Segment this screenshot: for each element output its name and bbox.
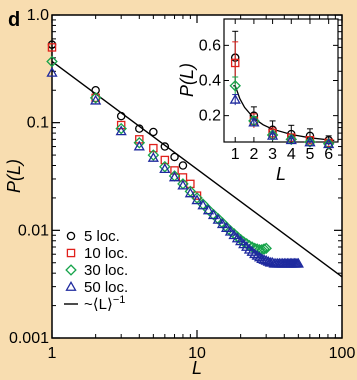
main-data-point bbox=[147, 151, 159, 162]
inset-x-axis-label: L bbox=[276, 164, 286, 184]
main-data-point bbox=[253, 251, 266, 262]
main-data-point bbox=[249, 248, 261, 259]
main-data-point bbox=[90, 94, 102, 105]
main-data-point bbox=[170, 152, 179, 162]
inset-data-point bbox=[304, 136, 316, 148]
main-data-point bbox=[46, 66, 58, 77]
inset-fit-curve bbox=[233, 85, 335, 142]
main-data-point bbox=[159, 160, 171, 173]
inset-chart: 1 2 3 4 5 6 0.2 0.4 0.6 L P(L) bbox=[177, 18, 339, 184]
inset-points bbox=[229, 30, 335, 150]
main-data-point bbox=[133, 140, 145, 151]
main-data-point bbox=[184, 187, 196, 198]
inset-x-tick-label: 3 bbox=[268, 146, 277, 163]
main-data-point bbox=[147, 149, 160, 161]
main-data-point bbox=[224, 225, 237, 236]
main-data-point bbox=[149, 127, 158, 137]
main-data-point bbox=[116, 120, 126, 130]
inset-data-point bbox=[230, 58, 240, 68]
inset-y-tick-label: 0.4 bbox=[199, 73, 221, 90]
main-data-point bbox=[216, 218, 229, 229]
main-y-axis-label: P(L) bbox=[4, 159, 24, 193]
main-data-point bbox=[258, 243, 270, 255]
main-data-point bbox=[89, 92, 102, 104]
panel-label: d bbox=[8, 9, 20, 31]
legend-label: 30 loc. bbox=[84, 262, 128, 279]
inset-plot-area bbox=[223, 18, 339, 143]
main-data-point bbox=[159, 163, 171, 174]
main-y-tick-label: 1.0 bbox=[27, 7, 49, 24]
legend-marker bbox=[66, 248, 76, 258]
inset-data-point bbox=[248, 116, 260, 127]
legend-marker bbox=[65, 281, 77, 291]
main-data-point bbox=[256, 253, 268, 264]
main-data-point bbox=[202, 204, 215, 215]
inset-data-point bbox=[304, 136, 316, 147]
inset-data-point bbox=[285, 133, 298, 146]
main-data-point bbox=[177, 179, 189, 190]
main-y-tick-label: 0.001 bbox=[9, 330, 49, 347]
main-data-point bbox=[220, 222, 233, 232]
inset-x-tick-label: 6 bbox=[324, 146, 333, 163]
main-y-tick-label: 0.1 bbox=[27, 115, 49, 132]
legend-marker bbox=[65, 264, 77, 276]
main-x-tick-label: 10 bbox=[188, 345, 206, 362]
main-data-point bbox=[251, 249, 263, 260]
main-data-point bbox=[46, 55, 58, 68]
main-data-point bbox=[116, 111, 126, 121]
legend-label: 10 loc. bbox=[84, 245, 128, 262]
inset-x-tick-label: 1 bbox=[231, 146, 240, 163]
legend-label: 5 loc. bbox=[84, 228, 120, 245]
inset-data-point bbox=[322, 137, 335, 150]
inset-data-point bbox=[285, 134, 297, 145]
main-data-point bbox=[212, 213, 224, 224]
inset-y-axis-label: P(L) bbox=[177, 63, 197, 97]
inset-data-point bbox=[266, 129, 279, 141]
legend-label: 50 loc. bbox=[84, 279, 128, 296]
inset-y-tick-label: 0.6 bbox=[199, 37, 221, 54]
main-data-point bbox=[115, 122, 127, 135]
main-data-point bbox=[91, 93, 100, 103]
legend-marker bbox=[66, 231, 76, 241]
main-data-point bbox=[160, 142, 170, 151]
main-x-tick-label: 1 bbox=[48, 345, 57, 362]
inset-x-tick-label: 4 bbox=[287, 146, 296, 163]
main-x-tick-label: 100 bbox=[329, 345, 356, 362]
main-data-point bbox=[168, 171, 181, 182]
main-data-point bbox=[197, 199, 209, 210]
main-data-point bbox=[135, 124, 144, 133]
main-data-point bbox=[207, 209, 220, 220]
legend-label-exponent: −1 bbox=[113, 294, 126, 306]
main-data-point bbox=[260, 242, 272, 255]
inset-fit-line bbox=[233, 85, 335, 142]
main-points bbox=[46, 40, 304, 268]
inset-y-tick-label: 0.2 bbox=[199, 108, 221, 125]
inset-data-point bbox=[266, 129, 279, 140]
main-x-axis-label: L bbox=[192, 358, 202, 378]
main-y-tick-label: 0.01 bbox=[18, 222, 49, 239]
main-data-point bbox=[115, 125, 127, 136]
main-data-point bbox=[133, 137, 146, 149]
main-ticks: 1 10 100 0.001 0.01 0.1 1.0 bbox=[9, 7, 355, 362]
inset-x-tick-label: 5 bbox=[306, 146, 315, 163]
main-data-point bbox=[47, 43, 57, 52]
main-data-point bbox=[149, 143, 158, 153]
main-data-point bbox=[178, 161, 188, 170]
inset-data-point bbox=[323, 138, 335, 149]
main-data-point bbox=[191, 194, 203, 205]
inset-x-tick-label: 2 bbox=[249, 146, 258, 163]
main-data-point bbox=[292, 257, 304, 268]
inset-data-point bbox=[229, 93, 241, 104]
inset-data-point bbox=[229, 79, 241, 92]
legend: 5 loc.10 loc.30 loc.50 loc.~⟨L⟩−1 bbox=[64, 228, 128, 313]
main-data-point bbox=[192, 191, 202, 200]
